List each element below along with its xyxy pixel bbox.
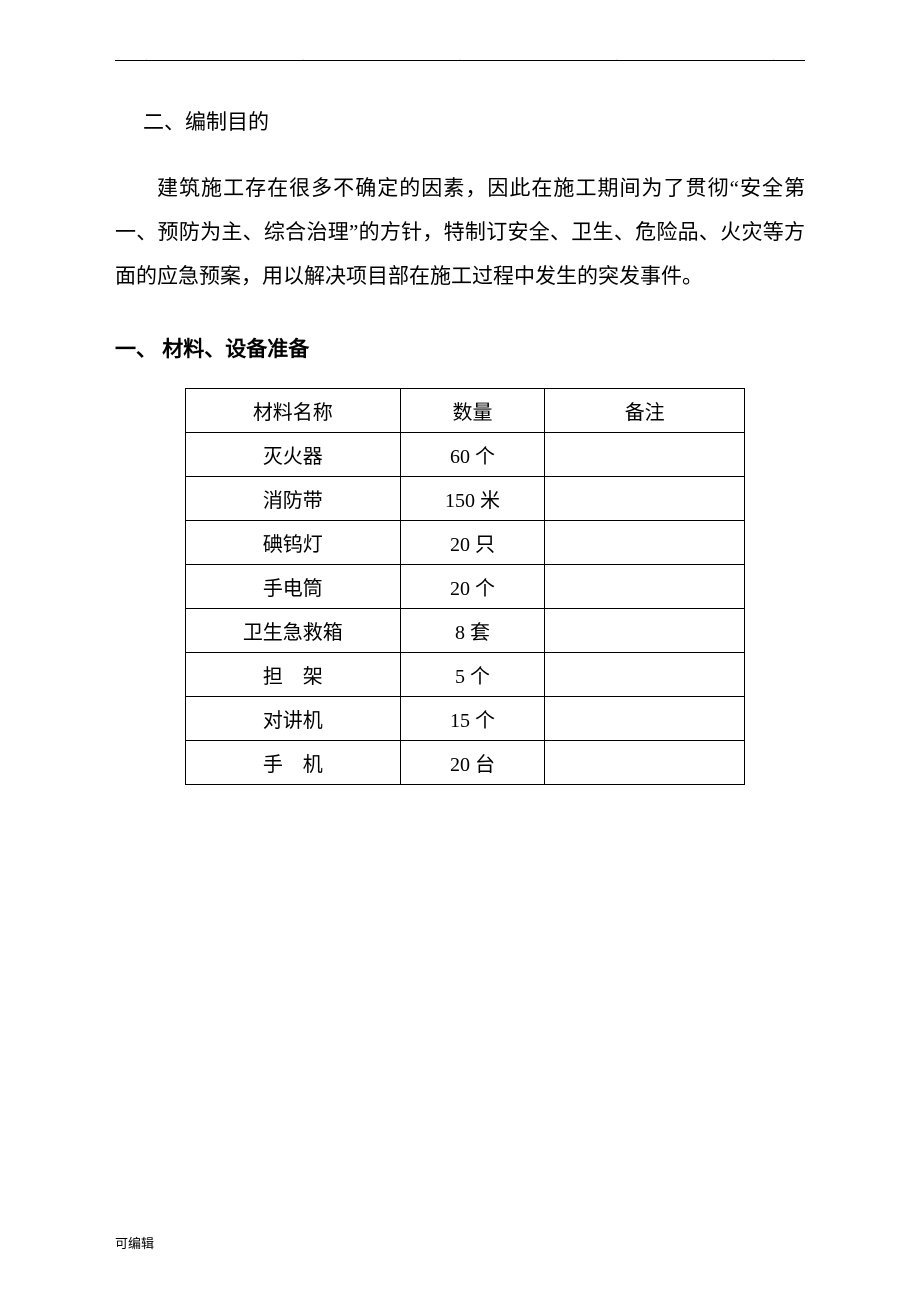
section-heading-purpose: 二、编制目的 [115, 106, 805, 136]
cell-name: 担 架 [186, 653, 401, 697]
cell-note [545, 477, 745, 521]
cell-note [545, 565, 745, 609]
table-row: 手 机 20 台 [186, 741, 745, 785]
footer-editable-label: 可编辑 [115, 1233, 154, 1252]
cell-quantity: 60 个 [400, 433, 545, 477]
materials-table: 材料名称 数量 备注 灭火器 60 个 消防带 150 米 碘钨灯 20 只 [185, 388, 745, 785]
cell-quantity: 20 个 [400, 565, 545, 609]
cell-name: 碘钨灯 [186, 521, 401, 565]
cell-name: 手电筒 [186, 565, 401, 609]
page-content: . . . . . 二、编制目的 建筑施工存在很多不确定的因素，因此在施工期间为… [0, 0, 920, 785]
body-paragraph: 建筑施工存在很多不确定的因素，因此在施工期间为了贯彻“安全第一、预防为主、综合治… [115, 166, 805, 298]
dot-icon: . [773, 53, 776, 64]
cell-note [545, 433, 745, 477]
table-row: 手电筒 20 个 [186, 565, 745, 609]
cell-note [545, 521, 745, 565]
table-header-row: 材料名称 数量 备注 [186, 389, 745, 433]
table-row: 担 架 5 个 [186, 653, 745, 697]
cell-note [545, 741, 745, 785]
table-row: 消防带 150 米 [186, 477, 745, 521]
cell-note [545, 697, 745, 741]
table-row: 碘钨灯 20 只 [186, 521, 745, 565]
dot-icon: . [302, 53, 305, 64]
cell-quantity: 150 米 [400, 477, 545, 521]
cell-note [545, 653, 745, 697]
column-header-note: 备注 [545, 389, 745, 433]
column-header-quantity: 数量 [400, 389, 545, 433]
cell-name: 卫生急救箱 [186, 609, 401, 653]
column-header-name: 材料名称 [186, 389, 401, 433]
dot-icon: . [145, 53, 148, 64]
cell-quantity: 20 只 [400, 521, 545, 565]
cell-quantity: 8 套 [400, 609, 545, 653]
dot-icon: . [616, 53, 619, 64]
table-row: 灭火器 60 个 [186, 433, 745, 477]
cell-quantity: 20 台 [400, 741, 545, 785]
cell-name: 灭火器 [186, 433, 401, 477]
cell-quantity: 5 个 [400, 653, 545, 697]
table-row: 卫生急救箱 8 套 [186, 609, 745, 653]
header-dots: . . . . . [115, 53, 805, 64]
cell-note [545, 609, 745, 653]
table-row: 对讲机 15 个 [186, 697, 745, 741]
cell-quantity: 15 个 [400, 697, 545, 741]
dot-icon: . [459, 53, 462, 64]
cell-name: 手 机 [186, 741, 401, 785]
section-heading-materials: 一、 材料、设备准备 [115, 333, 805, 363]
cell-name: 消防带 [186, 477, 401, 521]
header-rule: . . . . . [115, 60, 805, 61]
cell-name: 对讲机 [186, 697, 401, 741]
